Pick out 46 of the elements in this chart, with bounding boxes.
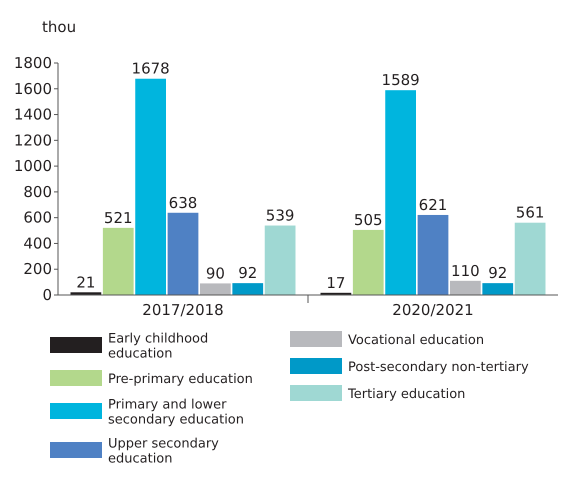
legend-label: Primary and lower secondary education bbox=[108, 398, 244, 428]
data-label: 21 bbox=[76, 273, 96, 292]
bar bbox=[352, 230, 384, 295]
data-label: 17 bbox=[326, 274, 346, 292]
y-tick-label: 1600 bbox=[14, 80, 52, 98]
bar bbox=[200, 283, 231, 295]
bar bbox=[232, 283, 264, 295]
data-label: 92 bbox=[238, 264, 258, 282]
y-axis-title: thou bbox=[42, 18, 76, 36]
data-label: 621 bbox=[418, 196, 448, 214]
bar bbox=[385, 90, 416, 295]
x-tick-label: 2020/2021 bbox=[392, 301, 474, 319]
data-label: 505 bbox=[354, 210, 383, 229]
bar bbox=[482, 283, 514, 295]
data-label: 1678 bbox=[132, 60, 170, 78]
y-tick-label: 0 bbox=[42, 286, 52, 304]
bar bbox=[135, 78, 166, 295]
bar bbox=[264, 226, 296, 295]
data-label: 539 bbox=[266, 206, 294, 225]
legend-label: Vocational education bbox=[348, 333, 484, 348]
legend-label: Upper secondary education bbox=[108, 436, 220, 466]
legend-label: Pre-primary education bbox=[108, 372, 253, 387]
x-tick-label: 2017/2018 bbox=[142, 301, 224, 319]
data-label: 521 bbox=[104, 208, 133, 227]
y-tick-label: 1200 bbox=[14, 131, 52, 150]
legend-label: Early childhood education bbox=[108, 332, 208, 362]
y-tick-label: 200 bbox=[23, 260, 52, 278]
y-tick-label: 1800 bbox=[14, 54, 52, 72]
data-label: 92 bbox=[488, 264, 508, 282]
y-tick-label: 1000 bbox=[14, 157, 52, 176]
y-tick-label: 600 bbox=[23, 208, 52, 227]
data-label: 638 bbox=[168, 194, 198, 212]
data-label: 561 bbox=[516, 204, 544, 222]
data-label: 110 bbox=[451, 262, 480, 280]
legend-label: Tertiary education bbox=[347, 387, 466, 402]
data-label: 90 bbox=[206, 264, 225, 282]
bar bbox=[418, 214, 448, 295]
bar bbox=[514, 222, 546, 295]
y-tick-label: 1400 bbox=[14, 106, 52, 124]
bar bbox=[168, 212, 198, 295]
bar bbox=[450, 280, 481, 295]
y-tick-label: 400 bbox=[23, 234, 52, 252]
data-label: 1589 bbox=[382, 71, 420, 90]
y-tick-label: 800 bbox=[23, 182, 52, 201]
bar bbox=[102, 228, 134, 295]
legend-label: Post-secondary non-tertiary bbox=[348, 360, 529, 375]
